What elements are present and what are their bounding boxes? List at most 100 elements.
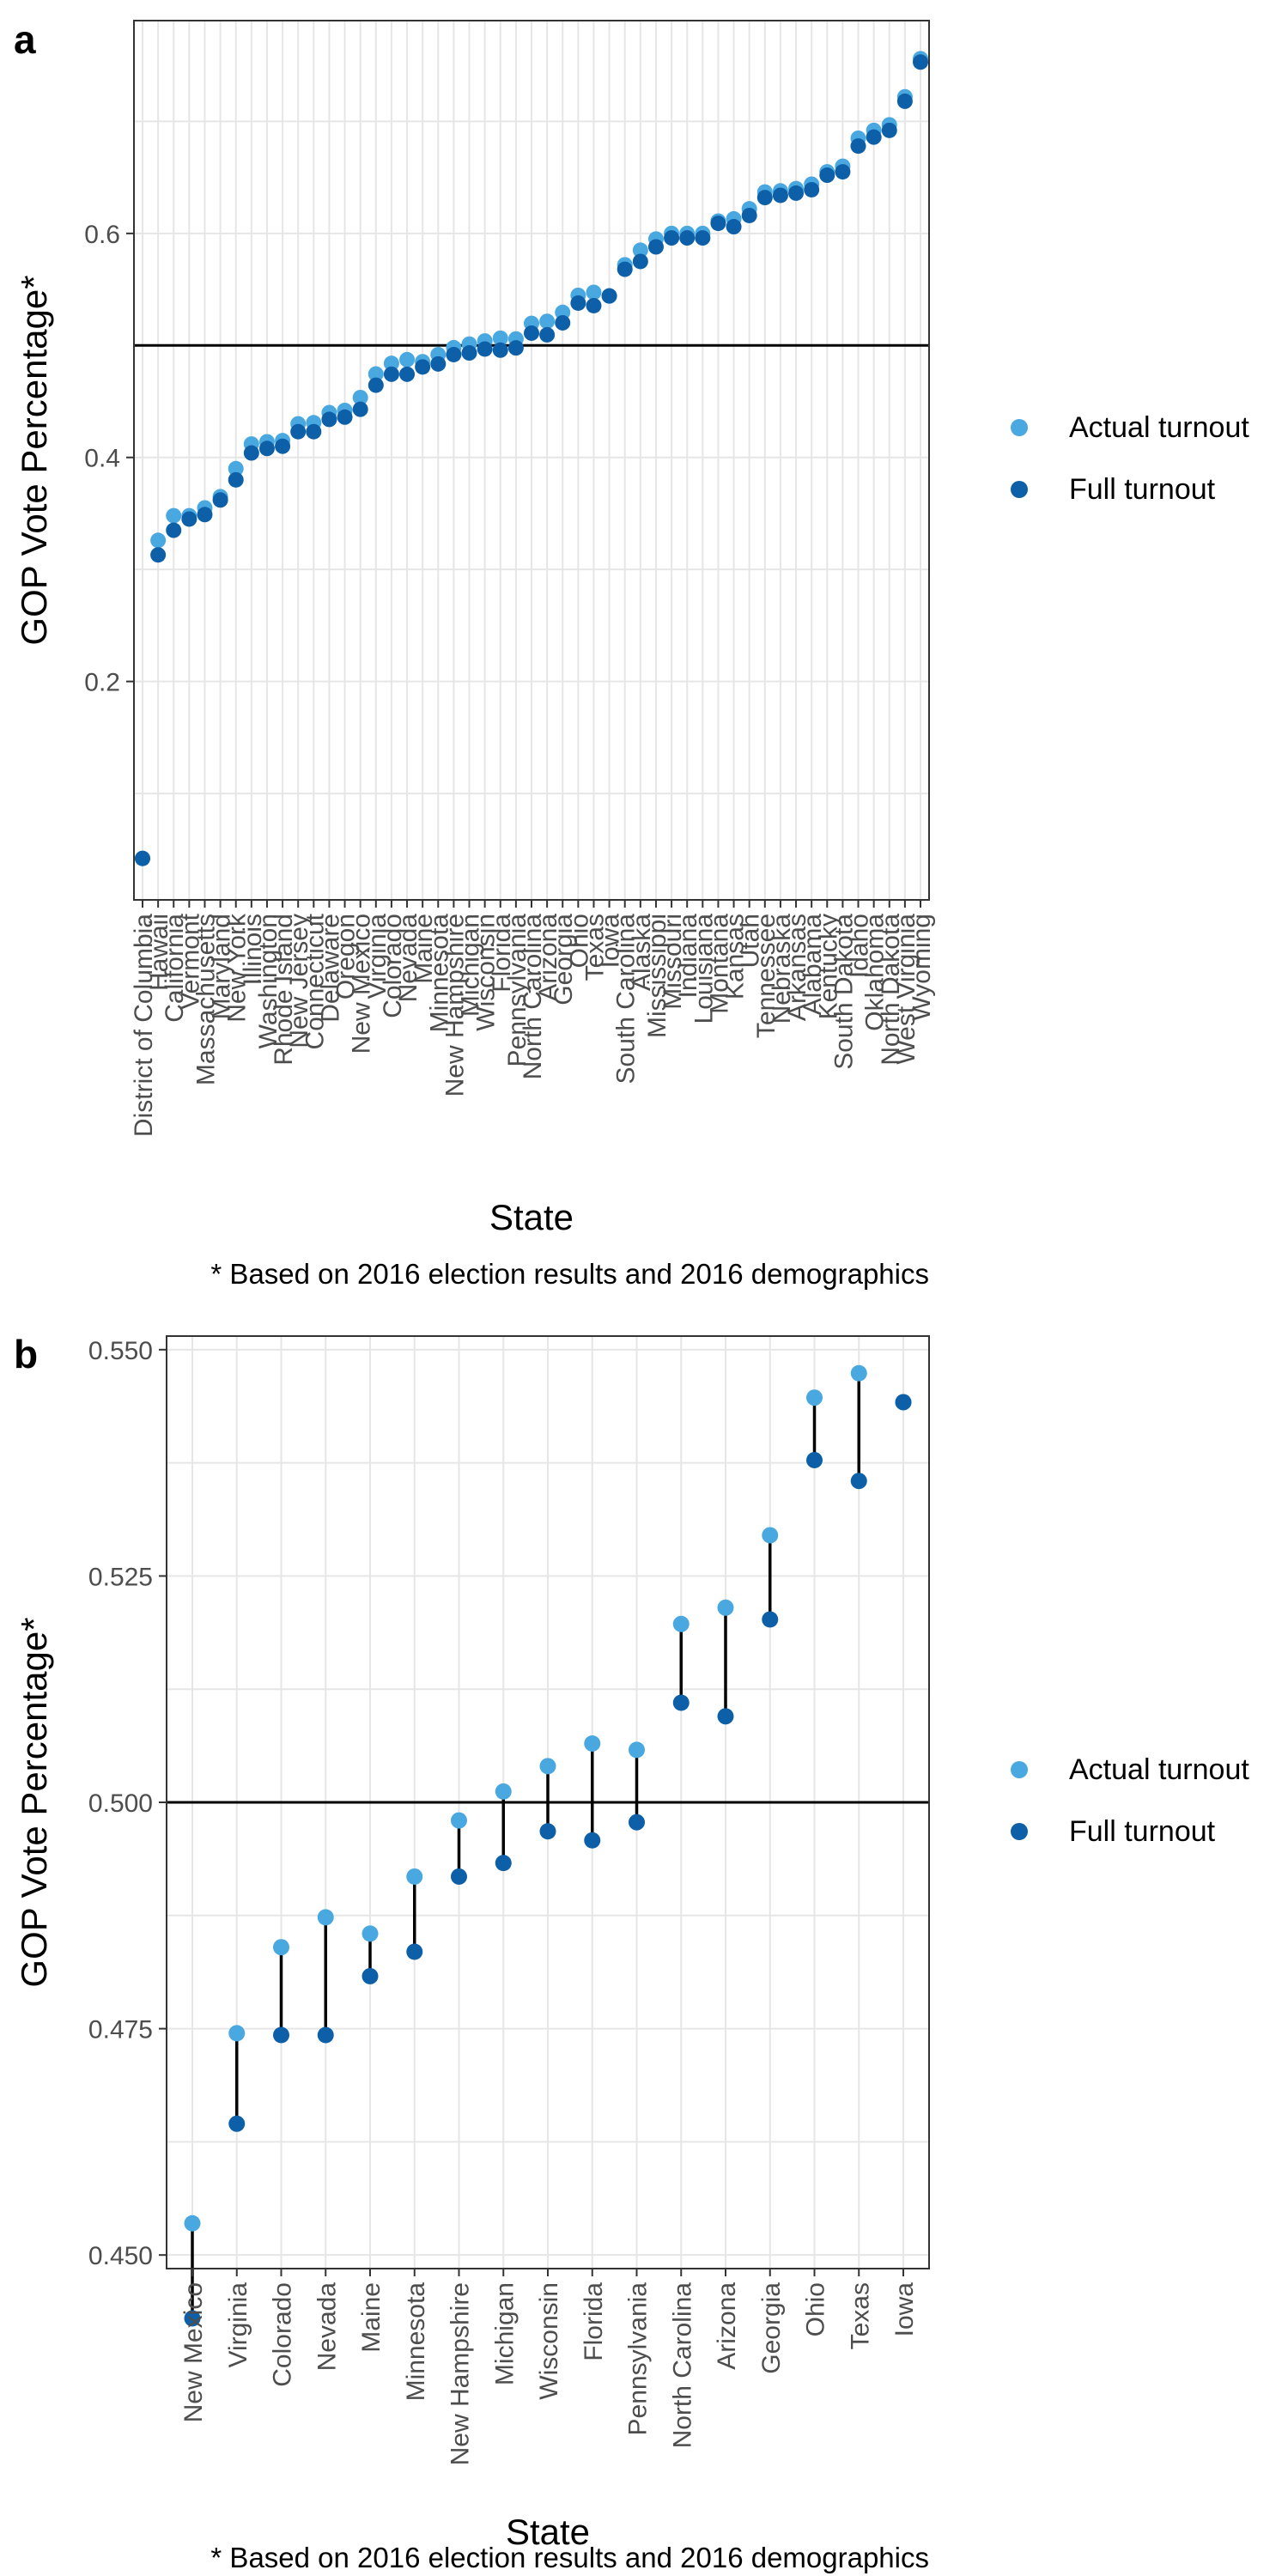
full-turnout-point: [913, 54, 928, 70]
panel-b-legend: Actual turnout Full turnout: [1011, 1753, 1249, 1848]
x-tick-label: Tennessee: [752, 914, 781, 1038]
x-tick-label: North Carolina: [519, 914, 547, 1080]
x-tick-label: Pennsylvania: [503, 914, 532, 1067]
actual-turnout-point: [451, 1812, 467, 1829]
x-tick-label: Minnesota: [402, 2282, 430, 2402]
panel-b-letter: b: [14, 1332, 38, 1376]
x-tick-label: Mississippi: [643, 914, 671, 1038]
actual-turnout-point: [492, 330, 508, 346]
x-tick-label: Michigan: [490, 2282, 519, 2385]
x-tick-label: Arkansas: [783, 914, 811, 1021]
actual-turnout-point: [228, 460, 244, 477]
full-turnout-point: [275, 438, 291, 454]
full-turnout-point: [337, 409, 353, 425]
legend-label: Actual turnout: [1069, 411, 1249, 444]
full-turnout-point: [866, 129, 882, 145]
actual-turnout-point: [273, 1939, 289, 1956]
actual-turnout-point: [495, 1783, 512, 1800]
full-turnout-point: [570, 295, 586, 311]
full-turnout-point: [539, 1823, 556, 1840]
full-turnout-point: [806, 1451, 823, 1468]
full-turnout-point: [197, 507, 213, 523]
legend-actual-turnout-key: [1011, 419, 1028, 436]
y-tick-label: 0.550: [88, 1337, 153, 1365]
x-tick-label: Georgia: [550, 914, 578, 1005]
full-turnout-point: [317, 2026, 334, 2044]
full-turnout-point: [258, 440, 275, 457]
x-tick-label: California: [161, 914, 189, 1023]
panel-a-x-axis-title: State: [489, 1197, 574, 1237]
full-turnout-point: [629, 1814, 645, 1831]
panel-a-grid: [134, 21, 929, 900]
y-tick-label: 0.6: [84, 221, 120, 249]
x-tick-label: Maine: [357, 2282, 386, 2353]
legend-full-turnout-key: [1011, 481, 1028, 498]
x-tick-label: District of Columbia: [130, 914, 158, 1137]
full-turnout-point: [804, 181, 820, 197]
x-tick-label: Massachusetts: [191, 914, 220, 1085]
x-tick-label: Louisiana: [690, 914, 718, 1024]
full-turnout-point: [228, 471, 244, 488]
full-turnout-point: [710, 216, 726, 232]
panel-b-caption: * Based on 2016 election results and 201…: [210, 2542, 929, 2573]
x-tick-label: New Mexico: [179, 2282, 208, 2422]
x-tick-label: North Dakota: [877, 914, 905, 1066]
full-turnout-point: [383, 366, 399, 382]
x-tick-label: Colorado: [379, 914, 407, 1018]
y-tick-label: 0.2: [84, 669, 120, 697]
full-turnout-point: [601, 288, 617, 304]
full-turnout-point: [477, 341, 493, 357]
panel-a-y-ticks: 0.2 0.4 0.6: [84, 221, 134, 697]
y-tick-label: 0.500: [88, 1789, 153, 1818]
full-turnout-point: [762, 1611, 779, 1628]
x-tick-label: Michigan: [457, 914, 485, 1017]
legend-label: Full turnout: [1069, 1815, 1216, 1848]
full-turnout-point: [895, 1394, 912, 1411]
x-tick-label: Nevada: [313, 2282, 341, 2372]
actual-turnout-point: [850, 1364, 867, 1382]
actual-turnout-point: [717, 1599, 734, 1616]
full-turnout-point: [539, 326, 556, 343]
panel-b-segments: [191, 1373, 860, 2318]
x-tick-label: Vermont: [176, 913, 204, 1009]
x-tick-label: Florida: [580, 2282, 608, 2361]
full-turnout-point: [451, 1868, 467, 1885]
panel-a-caption: * Based on 2016 election results and 201…: [210, 1258, 929, 1290]
x-tick-label: Florida: [488, 914, 516, 993]
legend-actual-turnout-key: [1011, 1761, 1028, 1778]
panel-b-x-axis-title: State: [506, 2512, 590, 2552]
full-turnout-point: [717, 1708, 734, 1725]
x-tick-label: Iowa: [890, 2282, 919, 2337]
x-tick-label: Wisconsin: [535, 2282, 563, 2400]
full-turnout-point: [647, 239, 664, 255]
x-tick-label: Iowa: [597, 914, 625, 969]
full-turnout-point: [228, 2115, 246, 2132]
full-turnout-point: [406, 1943, 423, 1960]
x-tick-label: Connecticut: [301, 913, 329, 1049]
x-tick-label: Idaho: [846, 914, 874, 978]
full-turnout-point: [850, 1473, 867, 1490]
full-turnout-point: [352, 401, 368, 417]
actual-turnout-point: [629, 1741, 645, 1759]
full-turnout-point: [361, 1967, 379, 1984]
x-tick-label: Delaware: [316, 914, 344, 1023]
full-turnout-point: [679, 230, 696, 246]
actual-turnout-point: [368, 366, 384, 382]
x-tick-label: Indiana: [674, 914, 702, 999]
x-tick-label: Arizona: [713, 2282, 741, 2370]
actual-turnout-point: [184, 2215, 201, 2232]
x-tick-label: Rhode Island: [270, 914, 298, 1066]
full-turnout-point: [617, 261, 633, 277]
full-turnout-point: [881, 122, 897, 138]
x-tick-label: Kentucky: [814, 914, 842, 1019]
actual-turnout-point: [352, 389, 368, 405]
x-tick-label: Kansas: [721, 914, 750, 999]
x-tick-label: Montana: [705, 914, 733, 1014]
full-turnout-point: [368, 377, 384, 393]
x-tick-label: New Mexico: [348, 914, 376, 1054]
full-turnout-point: [584, 1832, 601, 1849]
x-tick-label: South Carolina: [612, 914, 641, 1084]
full-turnout-point: [741, 207, 757, 223]
y-tick-label: 0.4: [84, 445, 120, 473]
